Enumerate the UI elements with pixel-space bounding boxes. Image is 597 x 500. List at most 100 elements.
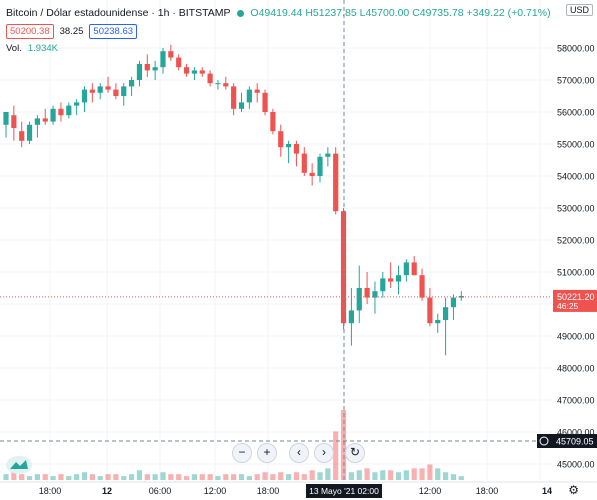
candle-body (356, 288, 362, 311)
candle-body (395, 275, 402, 282)
countdown-label: 46:25 (557, 301, 579, 311)
candle-body (333, 153, 339, 212)
scroll-left-button[interactable]: ‹ (289, 443, 309, 463)
volume-bar (191, 474, 197, 480)
volume-bar (411, 468, 417, 480)
volume-bar (380, 470, 386, 480)
volume-legend: Vol. 1.934K (6, 43, 58, 54)
volume-bar (348, 472, 354, 480)
y-tick-label: 48000.00 (557, 364, 595, 374)
candle-body (403, 262, 409, 276)
tradingview-logo-icon[interactable] (6, 456, 32, 474)
candle-body (191, 70, 197, 74)
x-tick-label: 06:00 (149, 486, 172, 496)
currency-badge[interactable]: USD (565, 4, 593, 16)
candle-body (293, 144, 300, 154)
low-value: L45700.00 (359, 7, 410, 19)
volume-bar (443, 472, 449, 480)
y-tick-label: 55000.00 (557, 140, 595, 150)
volume-bar (419, 468, 425, 480)
volume-bar (301, 474, 307, 480)
volume-bar (403, 470, 409, 480)
y-tick-label: 47000.00 (557, 396, 595, 406)
zoom-in-button[interactable]: + (257, 443, 277, 463)
gear-icon[interactable]: ⚙ (568, 483, 579, 497)
candle-body (286, 144, 292, 148)
crosshair-price-label: 45709.05 (556, 437, 594, 447)
candle-body (11, 115, 17, 128)
y-tick-label: 51000.00 (557, 268, 595, 278)
candle-body (380, 278, 386, 292)
volume-bar (168, 474, 174, 480)
volume-bar (74, 474, 80, 480)
candle-body (231, 86, 237, 109)
reset-chart-button[interactable]: ↻ (345, 443, 365, 463)
y-tick-label: 53000.00 (557, 204, 595, 214)
candle-body (317, 156, 323, 176)
candle-body (97, 86, 103, 93)
candle-body (309, 172, 315, 176)
candle-body (144, 64, 150, 71)
volume-bar (450, 474, 457, 480)
y-tick-label: 58000.00 (557, 44, 595, 54)
x-tick-label: 18:00 (257, 486, 280, 496)
crosshair-price-bg (537, 434, 597, 448)
volume-bar (34, 474, 40, 480)
sell-button[interactable]: 50200.38 (6, 24, 54, 39)
candle-body (26, 124, 33, 141)
y-tick-label: 49000.00 (557, 332, 595, 342)
volume-bar (395, 472, 402, 480)
volume-bar (81, 472, 88, 480)
candle-body (152, 67, 158, 71)
volume-bar (19, 474, 25, 480)
volume-bar (176, 474, 182, 480)
volume-bar (231, 474, 237, 480)
candle-body (176, 57, 182, 68)
spread-value: 38.25 (59, 26, 84, 37)
volume-bar (286, 474, 292, 480)
volume-bar (317, 472, 323, 480)
candle-body (270, 112, 276, 132)
volume-bar (458, 476, 464, 480)
x-tick-label: 12:00 (419, 486, 442, 496)
candle-body (113, 89, 119, 96)
candle-body (34, 118, 40, 125)
last-price-label-bg (553, 289, 597, 312)
candle-body (325, 153, 331, 157)
market-status-dot-icon (236, 9, 244, 17)
y-tick-label: 54000.00 (557, 172, 595, 182)
volume-bar (388, 470, 394, 480)
y-tick-label: 57000.00 (557, 76, 595, 86)
candle-body (129, 80, 135, 87)
volume-bar (144, 474, 150, 480)
y-tick-label: 56000.00 (557, 108, 595, 118)
crosshair-time-bg (306, 484, 382, 498)
volume-bar (183, 476, 190, 480)
candle-body (3, 112, 9, 125)
candle-body (207, 73, 213, 84)
volume-bar (254, 474, 260, 480)
x-tick-label: 12:00 (204, 486, 227, 496)
volume-bar (136, 470, 143, 480)
x-tick-label: 14 (542, 486, 552, 496)
candle-body (105, 86, 111, 90)
candle-body (89, 89, 95, 93)
scroll-right-button[interactable]: › (314, 443, 334, 463)
volume-bar (160, 472, 166, 480)
zoom-out-button[interactable]: − (232, 443, 252, 463)
candle-body (262, 92, 268, 112)
candle-body (199, 70, 205, 74)
y-tick-label: 52000.00 (557, 236, 595, 246)
volume-bar (129, 474, 135, 480)
candle-body (419, 275, 425, 298)
x-tick-label: 12 (102, 486, 112, 496)
volume-bar (309, 470, 315, 480)
buy-button[interactable]: 50238.63 (89, 24, 138, 39)
crosshair-time-label: 13 Mayo '21 02:00 (309, 486, 379, 496)
candle-body (42, 118, 48, 122)
volume-bar (199, 474, 205, 480)
volume-bar (223, 474, 229, 480)
volume-bar (105, 474, 111, 480)
volume-bar (42, 474, 48, 480)
